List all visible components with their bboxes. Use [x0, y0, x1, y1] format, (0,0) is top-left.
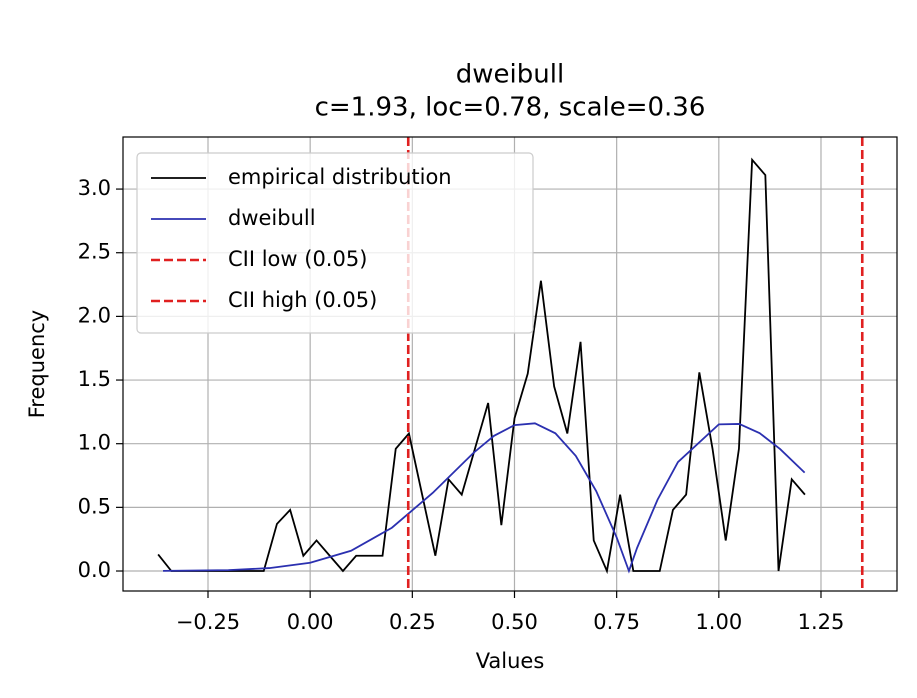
x-tick-label: 0.75 [593, 610, 640, 634]
x-tick-label: −0.25 [176, 610, 240, 634]
x-tick-label: 0.00 [287, 610, 334, 634]
y-tick-label: 0.5 [78, 494, 111, 518]
y-axis-label: Frequency [25, 310, 49, 419]
chart-title: dweibull [456, 60, 564, 90]
x-tick-label: 1.00 [695, 610, 742, 634]
y-tick-label: 1.5 [78, 367, 111, 391]
y-tick-label: 2.0 [78, 303, 111, 327]
y-tick-label: 3.0 [78, 176, 111, 200]
legend-label: dweibull [228, 206, 316, 230]
chart-subtitle: c=1.93, loc=0.78, scale=0.36 [315, 93, 706, 123]
x-tick-label: 0.50 [491, 610, 538, 634]
legend-box [136, 152, 534, 334]
legend-label: CII low (0.05) [228, 247, 367, 271]
series-line [163, 422, 806, 574]
x-tick-label: 1.25 [798, 610, 845, 634]
y-tick-label: 0.0 [78, 558, 111, 582]
y-tick-label: 2.5 [78, 240, 111, 264]
legend-label: empirical distribution [228, 165, 452, 189]
plot-frame [122, 136, 898, 592]
x-tick-label: 0.25 [389, 610, 436, 634]
series-line [157, 157, 806, 575]
x-axis-label: Values [476, 649, 545, 673]
legend-label: CII high (0.05) [228, 288, 377, 312]
y-tick-label: 1.0 [78, 431, 111, 455]
